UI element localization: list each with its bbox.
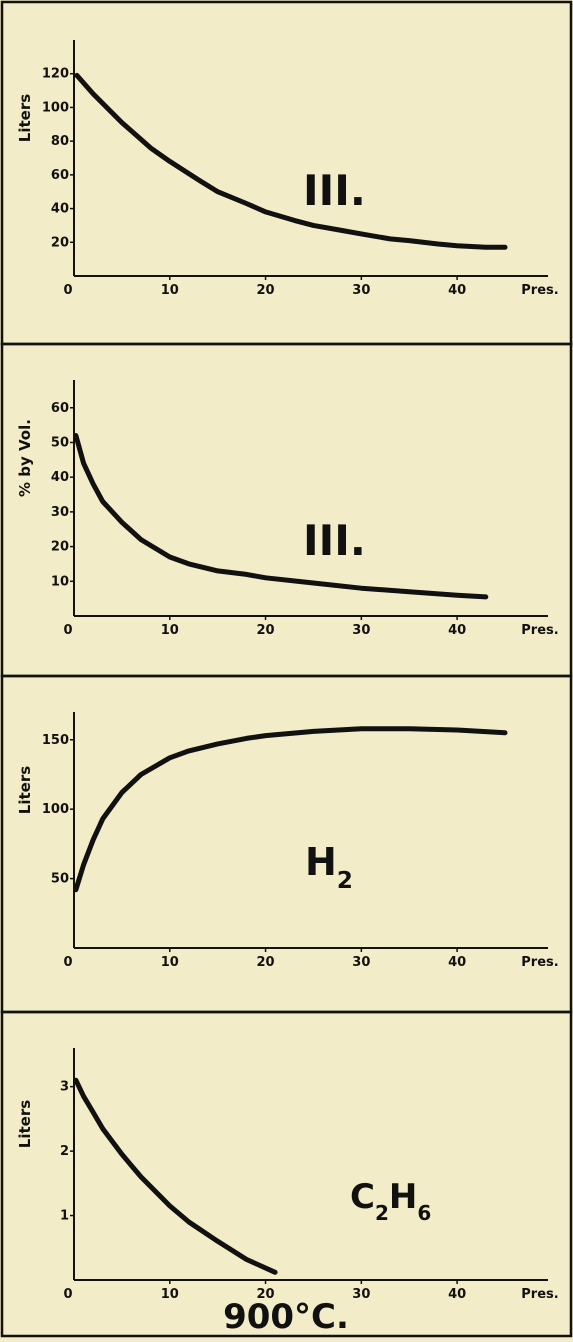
panel-frame bbox=[0, 1010, 573, 1338]
x-tick-label: 10 bbox=[161, 283, 179, 298]
x-tick-label: 20 bbox=[257, 1287, 275, 1302]
y-tick-label: 30 bbox=[51, 505, 69, 520]
x-tick-label: 10 bbox=[161, 623, 179, 638]
y-tick-label: 80 bbox=[51, 134, 69, 149]
data-curve bbox=[73, 1077, 278, 1275]
y-tick-label: 20 bbox=[51, 540, 69, 555]
y-tick-label: 3 bbox=[60, 1080, 69, 1095]
data-curve bbox=[73, 433, 489, 600]
y-tick-label: 50 bbox=[51, 872, 69, 887]
x-tick-label: 20 bbox=[257, 623, 275, 638]
x-tick-label: 40 bbox=[448, 623, 466, 638]
x-tick-label: 40 bbox=[448, 955, 466, 970]
x-tick-label: 20 bbox=[257, 283, 275, 298]
x-tick-label: 10 bbox=[161, 1287, 179, 1302]
x-tick-label: 30 bbox=[352, 955, 370, 970]
y-tick-label: 40 bbox=[51, 202, 69, 217]
x-axis-label: Pres. bbox=[521, 623, 558, 638]
y-axis-label: Liters bbox=[16, 1100, 34, 1148]
x-tick-label: 40 bbox=[448, 1287, 466, 1302]
x-tick-label: 40 bbox=[448, 283, 466, 298]
y-tick-label: 100 bbox=[42, 100, 69, 115]
x-axis-label: Pres. bbox=[521, 1287, 558, 1302]
y-tick-label: 100 bbox=[42, 802, 69, 817]
curve-annotation: III. bbox=[303, 166, 366, 215]
x-tick-label: 0 bbox=[63, 1287, 72, 1302]
x-tick-label: 0 bbox=[63, 955, 72, 970]
y-tick-label: 120 bbox=[42, 67, 69, 82]
y-tick-label: 2 bbox=[60, 1144, 69, 1159]
y-axis-label: Liters bbox=[16, 766, 34, 814]
x-axis-label: Pres. bbox=[521, 955, 558, 970]
data-curve bbox=[73, 726, 508, 893]
x-tick-label: 30 bbox=[352, 283, 370, 298]
y-tick-label: 150 bbox=[42, 733, 69, 748]
y-tick-label: 20 bbox=[51, 235, 69, 250]
x-axis-label: Pres. bbox=[521, 283, 558, 298]
x-tick-label: 0 bbox=[63, 283, 72, 298]
y-tick-label: 50 bbox=[51, 435, 69, 450]
x-tick-label: 30 bbox=[352, 1287, 370, 1302]
curve-annotation: III. bbox=[303, 516, 366, 565]
temperature-caption: 900°C. bbox=[223, 1297, 349, 1337]
x-tick-label: 10 bbox=[161, 955, 179, 970]
x-tick-label: 30 bbox=[352, 623, 370, 638]
y-tick-label: 60 bbox=[51, 168, 69, 183]
y-tick-label: 10 bbox=[51, 574, 69, 589]
x-tick-label: 20 bbox=[257, 955, 275, 970]
y-tick-label: 40 bbox=[51, 470, 69, 485]
x-tick-label: 0 bbox=[63, 623, 72, 638]
y-axis-label: % by Vol. bbox=[16, 419, 34, 497]
data-curve bbox=[74, 72, 508, 250]
y-axis-label: Liters bbox=[16, 94, 34, 142]
y-tick-label: 60 bbox=[51, 401, 69, 416]
y-tick-label: 1 bbox=[60, 1209, 69, 1224]
